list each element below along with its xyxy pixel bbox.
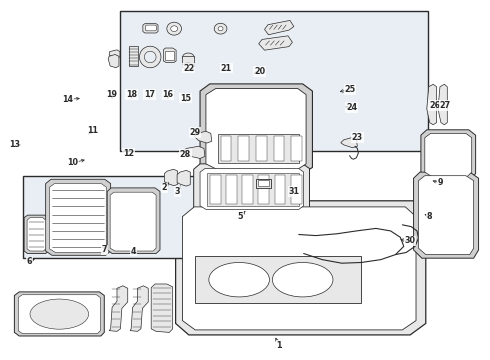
Polygon shape xyxy=(14,292,104,336)
Polygon shape xyxy=(107,188,160,253)
Text: 8: 8 xyxy=(427,212,433,221)
Bar xyxy=(242,175,253,204)
Bar xyxy=(291,175,302,204)
Ellipse shape xyxy=(182,53,194,62)
Polygon shape xyxy=(418,176,474,255)
Polygon shape xyxy=(421,130,476,179)
Bar xyxy=(292,136,302,161)
Polygon shape xyxy=(24,215,49,253)
Text: 12: 12 xyxy=(123,149,134,158)
Bar xyxy=(275,175,286,204)
Polygon shape xyxy=(27,218,46,251)
Bar xyxy=(274,136,285,161)
Text: 11: 11 xyxy=(87,126,98,135)
Text: 23: 23 xyxy=(352,133,363,142)
Bar xyxy=(226,175,237,204)
Polygon shape xyxy=(177,170,190,186)
Text: 16: 16 xyxy=(162,90,173,99)
Polygon shape xyxy=(414,172,479,258)
Text: 7: 7 xyxy=(101,246,107,255)
Polygon shape xyxy=(265,21,294,35)
Text: 30: 30 xyxy=(405,237,416,246)
Text: 26: 26 xyxy=(429,101,440,110)
Text: 17: 17 xyxy=(144,90,155,99)
Text: 14: 14 xyxy=(63,95,74,104)
Polygon shape xyxy=(46,179,111,255)
Bar xyxy=(182,56,194,66)
Bar xyxy=(207,173,299,206)
Text: 31: 31 xyxy=(288,187,299,196)
Ellipse shape xyxy=(218,27,223,31)
Bar xyxy=(259,175,269,204)
Bar xyxy=(256,179,271,188)
Ellipse shape xyxy=(30,299,89,329)
Text: 5: 5 xyxy=(237,212,243,221)
Polygon shape xyxy=(182,207,416,330)
Ellipse shape xyxy=(272,262,333,297)
Bar xyxy=(218,134,299,163)
Polygon shape xyxy=(49,184,106,252)
Polygon shape xyxy=(151,284,172,332)
Bar xyxy=(256,136,267,161)
Polygon shape xyxy=(341,138,357,148)
Text: 10: 10 xyxy=(68,158,78,167)
Text: 29: 29 xyxy=(190,128,201,137)
Bar xyxy=(23,176,212,258)
Polygon shape xyxy=(183,146,205,158)
Text: 20: 20 xyxy=(254,67,265,76)
Bar xyxy=(220,136,231,161)
Ellipse shape xyxy=(214,23,227,34)
Bar xyxy=(129,46,139,66)
Polygon shape xyxy=(108,54,119,68)
Polygon shape xyxy=(164,169,177,186)
Polygon shape xyxy=(130,286,148,331)
Polygon shape xyxy=(259,36,293,50)
Text: 6: 6 xyxy=(26,257,32,266)
Text: 15: 15 xyxy=(180,94,191,103)
Bar xyxy=(121,11,428,150)
Text: 27: 27 xyxy=(440,101,451,110)
Polygon shape xyxy=(109,50,120,58)
Polygon shape xyxy=(109,286,128,331)
Text: 24: 24 xyxy=(346,103,357,112)
Polygon shape xyxy=(194,164,310,213)
Polygon shape xyxy=(194,131,212,143)
Polygon shape xyxy=(146,25,157,31)
Text: 22: 22 xyxy=(183,64,195,73)
Ellipse shape xyxy=(182,63,194,69)
Bar xyxy=(238,136,249,161)
Text: 4: 4 xyxy=(131,247,136,256)
Text: 21: 21 xyxy=(221,64,232,73)
Polygon shape xyxy=(200,84,313,174)
Ellipse shape xyxy=(171,26,177,32)
Bar xyxy=(165,51,174,59)
Text: 2: 2 xyxy=(162,183,167,192)
Text: 13: 13 xyxy=(9,140,20,149)
Text: 18: 18 xyxy=(126,90,137,99)
Ellipse shape xyxy=(145,51,156,63)
Polygon shape xyxy=(18,295,100,333)
Polygon shape xyxy=(425,134,472,176)
Bar xyxy=(195,256,361,303)
Polygon shape xyxy=(438,84,447,125)
Text: 28: 28 xyxy=(180,150,191,159)
Text: 19: 19 xyxy=(107,90,118,99)
Text: 1: 1 xyxy=(276,341,282,350)
Bar xyxy=(258,180,270,186)
Polygon shape xyxy=(206,89,306,169)
Ellipse shape xyxy=(140,46,161,68)
Polygon shape xyxy=(143,24,158,33)
Text: 25: 25 xyxy=(344,85,356,94)
Text: 9: 9 xyxy=(438,178,443,187)
Ellipse shape xyxy=(209,262,270,297)
Polygon shape xyxy=(110,192,156,251)
Ellipse shape xyxy=(167,22,181,35)
Text: 3: 3 xyxy=(175,187,180,196)
Polygon shape xyxy=(175,201,426,335)
Polygon shape xyxy=(163,48,176,62)
Polygon shape xyxy=(200,168,304,210)
Polygon shape xyxy=(427,84,437,125)
Bar xyxy=(210,175,220,204)
